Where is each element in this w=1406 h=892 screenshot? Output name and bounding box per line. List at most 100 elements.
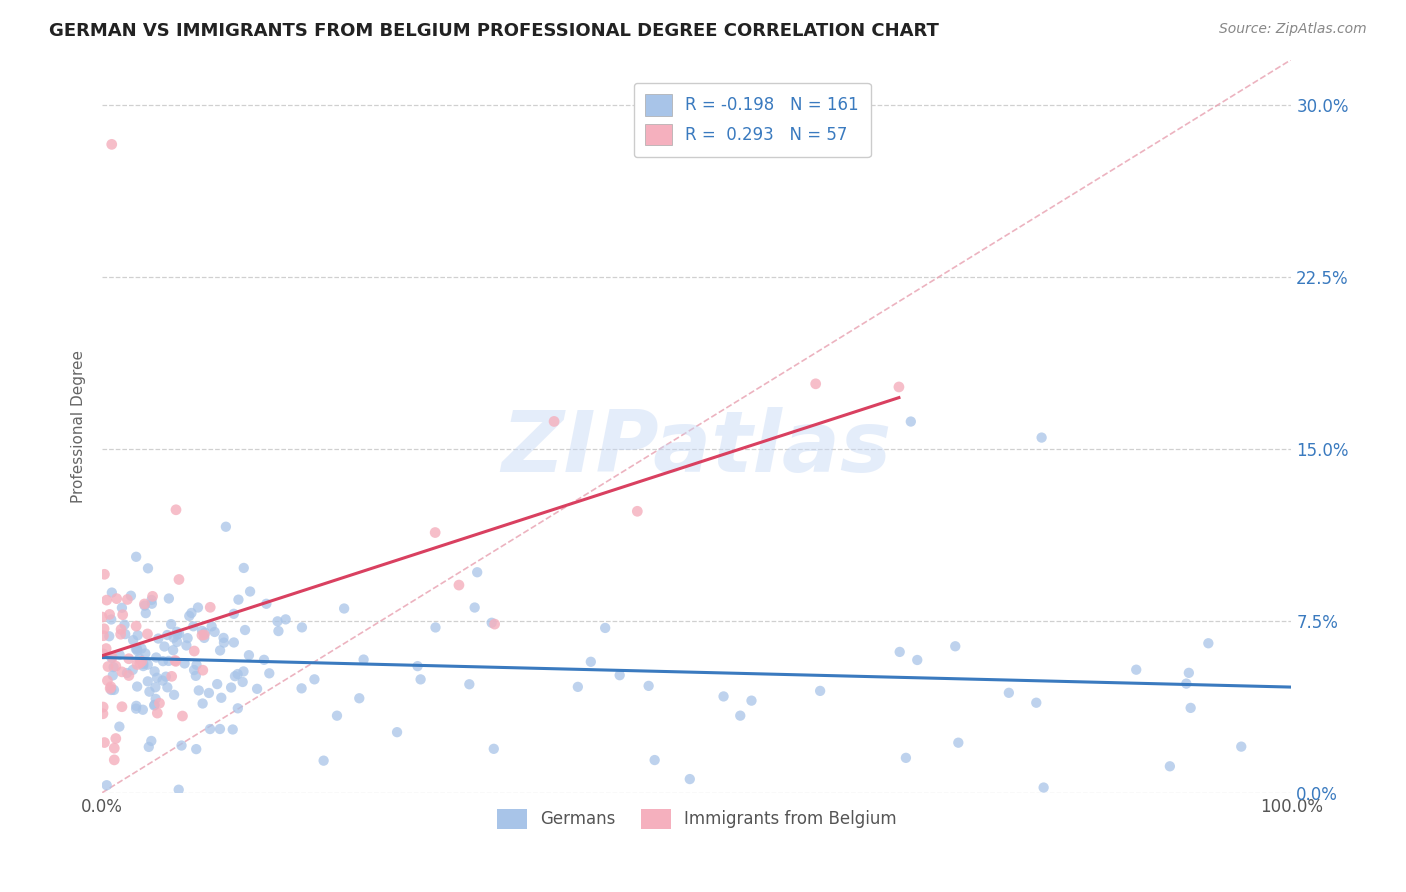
- Point: [100, 137, 122, 152]
- Point: [165, 653, 187, 667]
- Point: [145, 680, 167, 694]
- Point: [626, 504, 648, 518]
- Point: [166, 627, 188, 641]
- Point: [232, 665, 254, 679]
- Point: [254, 597, 277, 611]
- Point: [226, 667, 249, 681]
- Point: [91, 610, 114, 624]
- Point: [93, 567, 115, 582]
- Point: [353, 652, 375, 666]
- Point: [122, 633, 145, 648]
- Point: [730, 708, 752, 723]
- Point: [187, 600, 209, 615]
- Point: [266, 615, 288, 629]
- Point: [101, 668, 124, 682]
- Point: [458, 677, 481, 691]
- Point: [146, 706, 169, 720]
- Point: [127, 657, 149, 672]
- Point: [148, 696, 170, 710]
- Point: [191, 624, 214, 638]
- Point: [125, 701, 148, 715]
- Point: [93, 622, 115, 636]
- Point: [198, 686, 221, 700]
- Point: [167, 573, 190, 587]
- Point: [103, 741, 125, 756]
- Point: [103, 660, 125, 674]
- Point: [543, 414, 565, 428]
- Point: [998, 686, 1021, 700]
- Point: [304, 673, 326, 687]
- Point: [943, 640, 966, 654]
- Point: [191, 697, 214, 711]
- Point: [170, 739, 193, 753]
- Point: [406, 659, 429, 673]
- Point: [194, 625, 217, 640]
- Point: [91, 700, 114, 714]
- Point: [180, 606, 202, 620]
- Point: [96, 673, 118, 688]
- Point: [100, 650, 122, 665]
- Point: [887, 380, 910, 394]
- Point: [141, 734, 163, 748]
- Legend: Germans, Immigrants from Belgium: Germans, Immigrants from Belgium: [491, 802, 903, 836]
- Point: [103, 753, 125, 767]
- Point: [135, 606, 157, 620]
- Point: [125, 641, 148, 656]
- Point: [222, 723, 245, 737]
- Point: [111, 699, 134, 714]
- Point: [145, 692, 167, 706]
- Point: [425, 620, 447, 634]
- Point: [125, 549, 148, 564]
- Point: [176, 639, 198, 653]
- Point: [274, 612, 297, 626]
- Point: [713, 690, 735, 704]
- Point: [141, 590, 163, 604]
- Point: [157, 654, 180, 668]
- Point: [291, 620, 314, 634]
- Point: [209, 690, 232, 705]
- Point: [98, 607, 121, 622]
- Point: [183, 619, 205, 633]
- Point: [259, 666, 281, 681]
- Point: [160, 669, 183, 683]
- Point: [143, 698, 166, 713]
- Point: [128, 651, 150, 665]
- Point: [948, 736, 970, 750]
- Point: [132, 657, 155, 671]
- Text: Source: ZipAtlas.com: Source: ZipAtlas.com: [1219, 22, 1367, 37]
- Point: [91, 647, 114, 661]
- Point: [134, 647, 156, 661]
- Point: [127, 628, 149, 642]
- Point: [108, 648, 131, 662]
- Point: [191, 628, 214, 642]
- Point: [482, 741, 505, 756]
- Point: [136, 674, 159, 689]
- Point: [128, 656, 150, 670]
- Point: [91, 706, 114, 721]
- Point: [101, 650, 124, 665]
- Point: [183, 644, 205, 658]
- Point: [198, 722, 221, 736]
- Point: [104, 659, 127, 673]
- Point: [200, 600, 222, 615]
- Point: [226, 701, 249, 715]
- Point: [679, 772, 702, 786]
- Point: [125, 698, 148, 713]
- Point: [233, 623, 256, 637]
- Point: [138, 684, 160, 698]
- Point: [201, 619, 224, 633]
- Point: [1197, 636, 1219, 650]
- Point: [127, 680, 149, 694]
- Point: [136, 561, 159, 575]
- Point: [179, 609, 201, 624]
- Point: [146, 671, 169, 685]
- Y-axis label: Professional Degree: Professional Degree: [72, 350, 86, 502]
- Point: [120, 589, 142, 603]
- Point: [96, 641, 118, 656]
- Point: [96, 778, 118, 792]
- Point: [160, 617, 183, 632]
- Point: [162, 631, 184, 645]
- Point: [326, 708, 349, 723]
- Point: [162, 643, 184, 657]
- Point: [136, 627, 159, 641]
